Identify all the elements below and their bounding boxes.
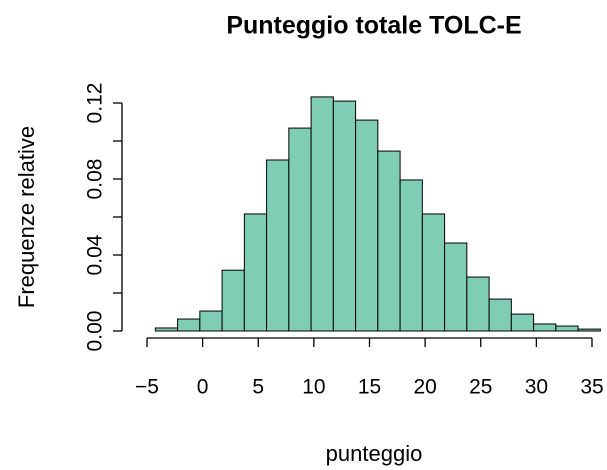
y-tick-label: 0.08 (84, 159, 107, 200)
bar (533, 323, 557, 332)
bar (577, 328, 601, 332)
y-axis-label: Frequenze relative (14, 126, 39, 308)
y-tick-label: 0.00 (84, 311, 107, 352)
x-tick-label: 25 (469, 376, 492, 399)
bar (288, 127, 312, 332)
x-tick-label: 5 (252, 376, 264, 399)
bar (177, 318, 201, 332)
bar (154, 327, 179, 332)
x-tick-label: 15 (358, 376, 381, 399)
bar (221, 269, 245, 332)
bar (399, 179, 423, 332)
bar (266, 159, 290, 332)
bar (444, 242, 468, 332)
bar (332, 100, 357, 332)
bar (310, 96, 334, 332)
x-axis-label: punteggio (326, 441, 423, 466)
x-tick-label: 30 (525, 376, 548, 399)
y-tick-label: 0.04 (84, 234, 107, 275)
bar (488, 298, 512, 332)
x-tick-label: −5 (135, 376, 159, 399)
bar (466, 276, 490, 332)
x-tick-label: 0 (197, 376, 209, 399)
y-tick-label: 0.12 (84, 83, 107, 124)
chart-title: Punteggio totale TOLC-E (226, 12, 521, 40)
x-tick-label: 10 (302, 376, 325, 399)
bar (421, 213, 446, 332)
x-tick-label: 20 (413, 376, 436, 399)
x-tick-label: 35 (580, 376, 603, 399)
bar (377, 150, 401, 332)
bar (510, 313, 535, 332)
bar (355, 119, 379, 332)
bar (199, 310, 223, 332)
bar (243, 213, 268, 332)
bar (555, 325, 579, 332)
